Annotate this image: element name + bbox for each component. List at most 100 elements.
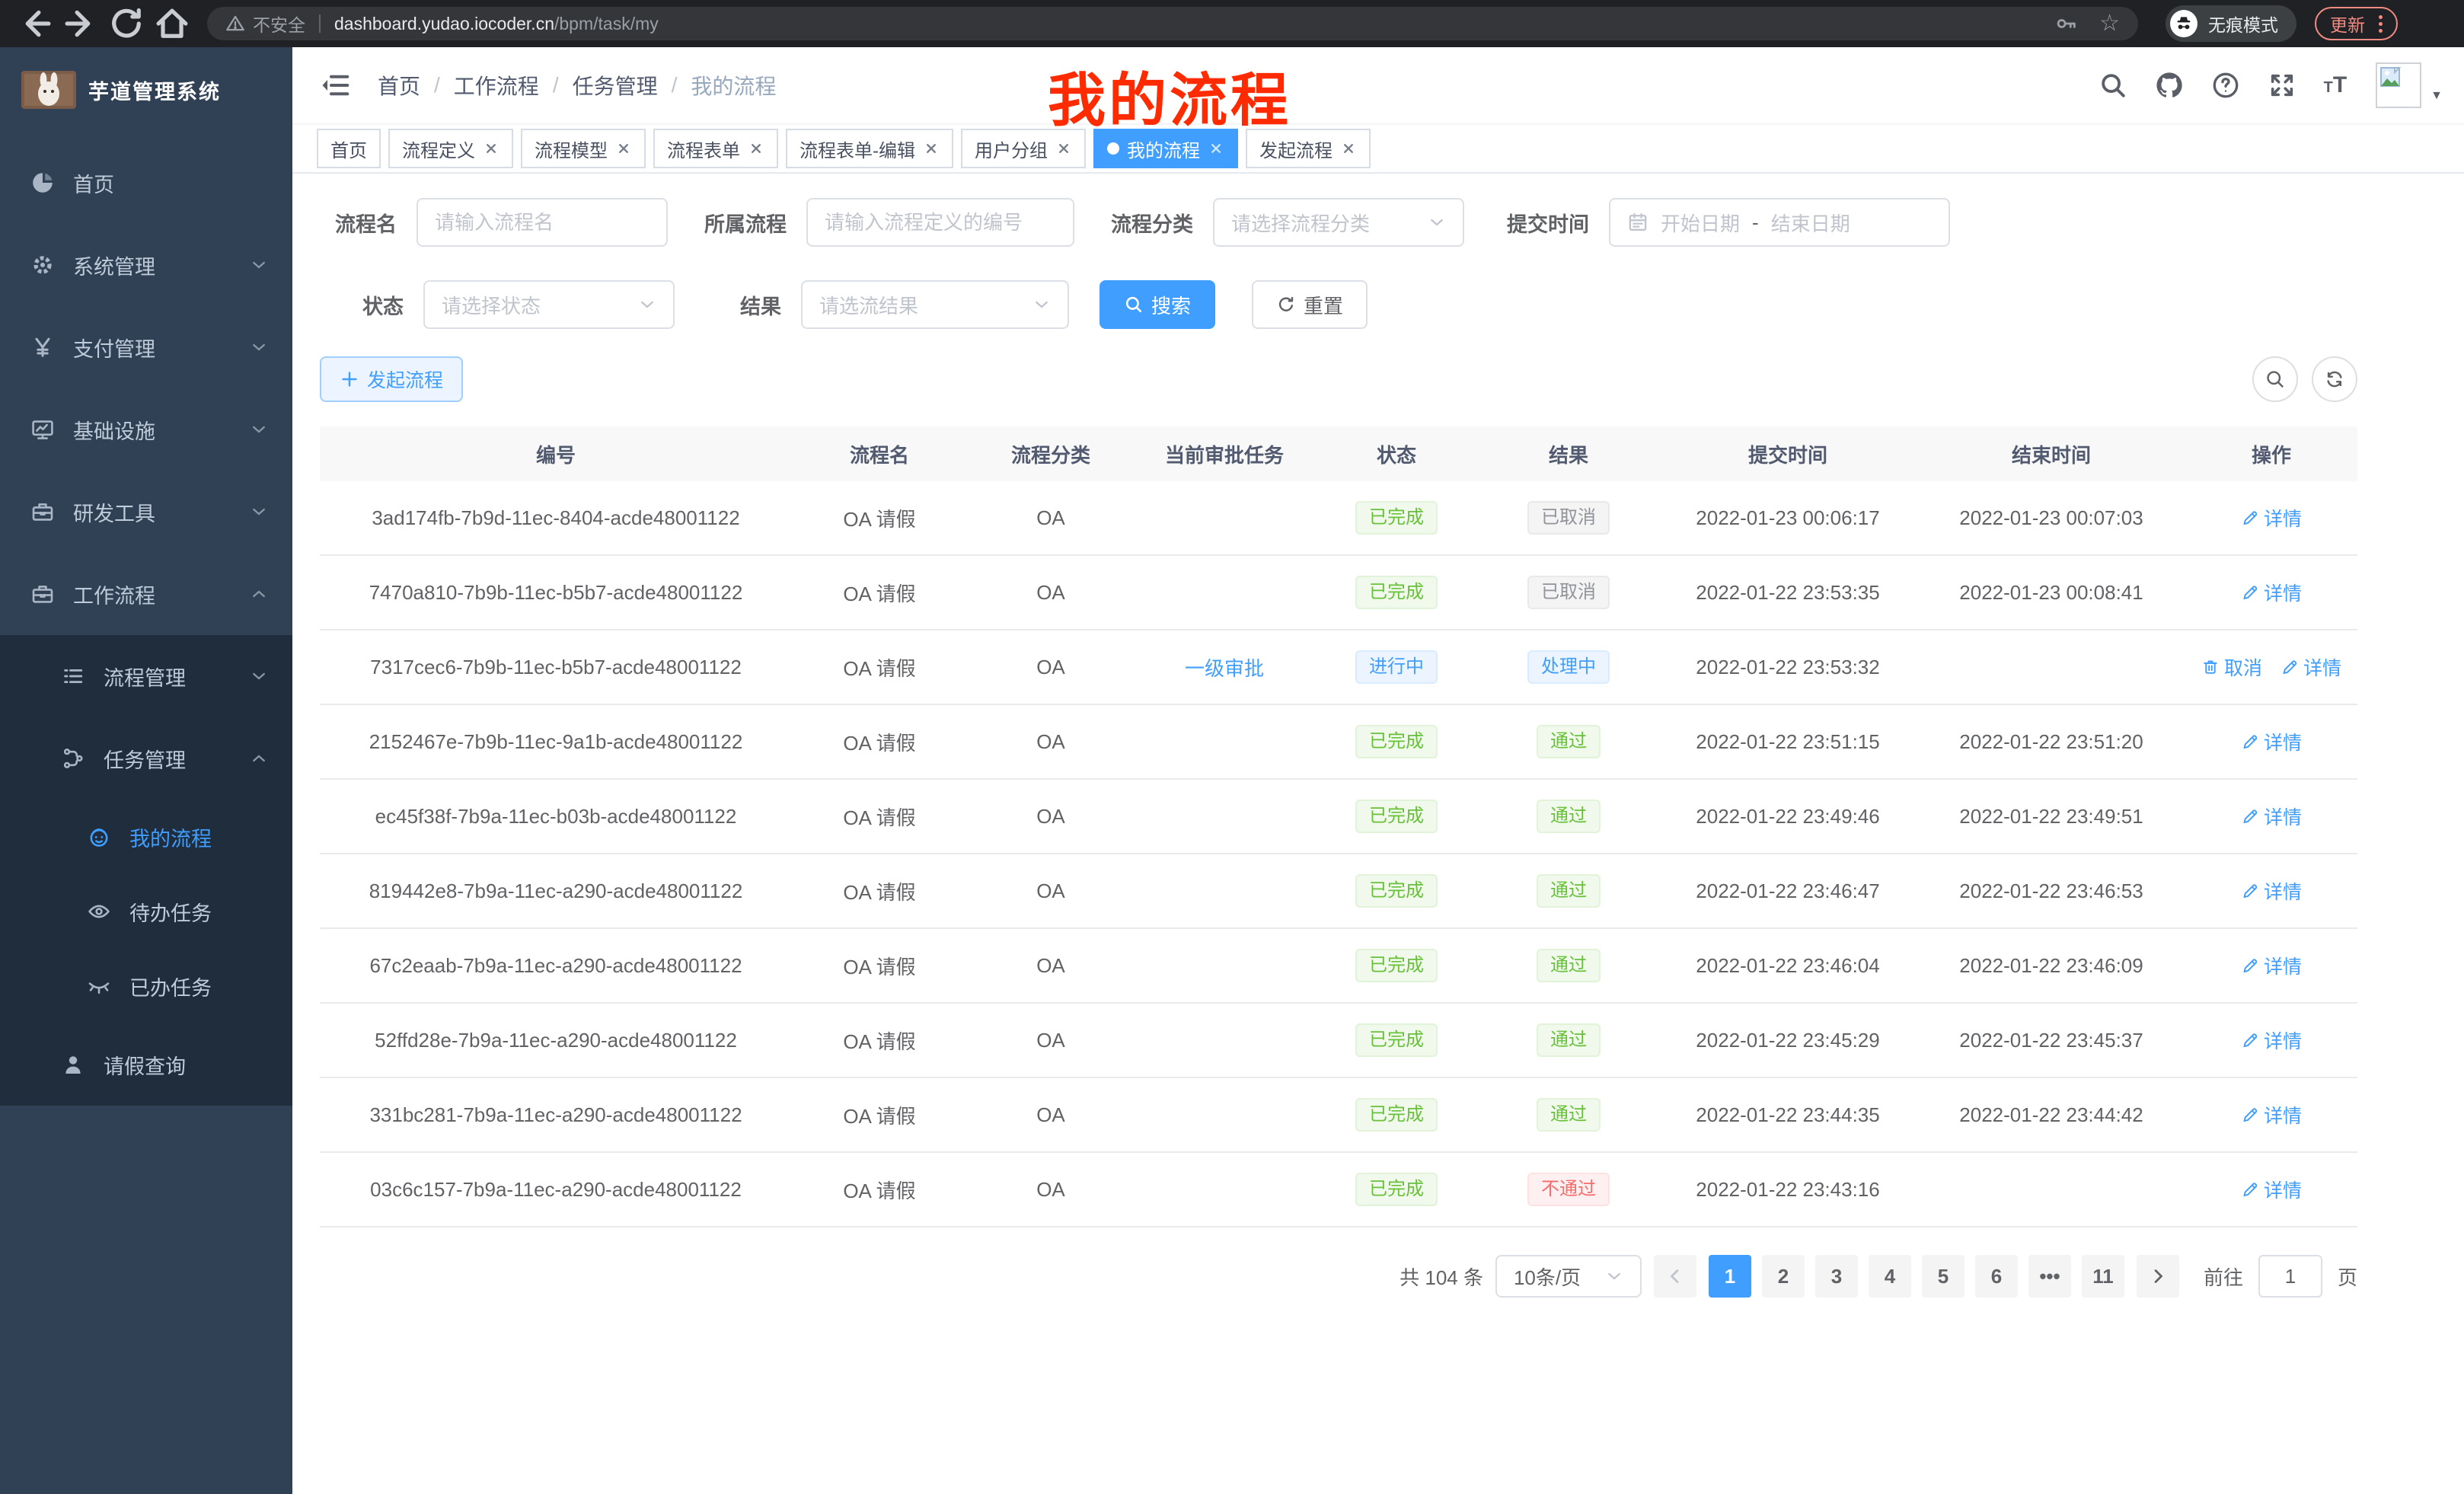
detail-link[interactable]: 详情: [2280, 653, 2341, 681]
sidebar-item-9[interactable]: 待办任务: [0, 874, 292, 949]
pencil: [2241, 882, 2259, 900]
category-select[interactable]: 请选择流程分类: [1213, 198, 1464, 247]
sidebar-item-3[interactable]: 基础设施: [0, 388, 292, 471]
tab-0[interactable]: 首页: [317, 129, 381, 168]
sidebar-item-label: 待办任务: [129, 902, 212, 925]
logo[interactable]: 芋道管理系统: [0, 47, 292, 132]
page-button-6[interactable]: 6: [1974, 1255, 2018, 1298]
close-icon[interactable]: [483, 140, 500, 157]
cancel-link[interactable]: 取消: [2201, 653, 2262, 681]
page-button-3[interactable]: 3: [1814, 1255, 1858, 1298]
start-process-button[interactable]: 发起流程: [320, 356, 464, 402]
detail-link[interactable]: 详情: [2241, 504, 2302, 532]
sidebar-item-4[interactable]: 研发工具: [0, 471, 292, 553]
cell-id: 03c6c157-7b9a-11ec-a290-acde48001122: [370, 1177, 742, 1201]
refresh-table-button[interactable]: [2312, 356, 2357, 402]
avatar-caret-icon[interactable]: ▼: [2430, 89, 2443, 102]
tab-3[interactable]: 流程表单: [653, 129, 778, 168]
process-definition-input[interactable]: [806, 198, 1074, 247]
home-icon[interactable]: [152, 4, 192, 43]
column-header-5: 结果: [1548, 443, 1588, 467]
breadcrumb-item-2[interactable]: 任务管理: [572, 75, 658, 98]
detail-link[interactable]: 详情: [2241, 579, 2302, 606]
toggle-search-button[interactable]: [2252, 356, 2298, 402]
sidebar-item-5[interactable]: 工作流程: [0, 553, 292, 635]
table-header: 编号 流程名 流程分类 当前审批任务 状态 结果 提交时间 结束时间 操作: [320, 426, 2357, 481]
close-icon[interactable]: [748, 140, 764, 157]
update-button[interactable]: 更新: [2315, 7, 2398, 40]
sidebar-item-11[interactable]: 请假查询: [0, 1023, 292, 1106]
prev-page-button[interactable]: [1653, 1255, 1696, 1298]
page-button-4[interactable]: 4: [1868, 1255, 1911, 1298]
avatar[interactable]: [2376, 62, 2422, 108]
process-name-input[interactable]: [417, 198, 668, 247]
detail-link[interactable]: 详情: [2241, 1176, 2302, 1203]
page-button-11[interactable]: 11: [2081, 1255, 2124, 1298]
action-label: 详情: [2303, 658, 2342, 679]
result-select[interactable]: 请选流结果: [801, 280, 1069, 329]
status-select[interactable]: 请选择状态: [423, 280, 675, 329]
browser-menu-icon[interactable]: [2379, 14, 2383, 33]
close-icon[interactable]: [1208, 140, 1224, 157]
cell-id: 331bc281-7b9a-11ec-a290-acde48001122: [369, 1103, 742, 1126]
detail-link[interactable]: 详情: [2241, 877, 2302, 905]
detail-link[interactable]: 详情: [2241, 952, 2302, 979]
detail-link[interactable]: 详情: [2241, 728, 2302, 755]
tab-2[interactable]: 流程模型: [521, 129, 646, 168]
bookmark-star-icon[interactable]: ☆: [2099, 11, 2120, 36]
more-pages-button[interactable]: •••: [2028, 1255, 2071, 1298]
tab-1[interactable]: 流程定义: [388, 129, 513, 168]
sidebar-item-8[interactable]: 我的流程: [0, 800, 292, 874]
cell-current-task[interactable]: 一级审批: [1184, 656, 1264, 680]
close-icon[interactable]: [1340, 140, 1357, 157]
font-size-icon[interactable]: TT: [2323, 72, 2348, 97]
tab-6[interactable]: 我的流程: [1093, 129, 1238, 168]
back-icon[interactable]: [15, 4, 55, 43]
github-icon[interactable]: [2155, 71, 2184, 100]
security-chip[interactable]: 不安全: [225, 11, 305, 37]
search-icon[interactable]: [2099, 71, 2127, 100]
sidebar-item-1[interactable]: 系统管理: [0, 224, 292, 306]
filter-name-label: 流程名: [335, 212, 397, 236]
page-button-5[interactable]: 5: [1921, 1255, 1964, 1298]
cell-id: 2152467e-7b9b-11ec-9a1b-acde48001122: [369, 729, 743, 753]
close-icon[interactable]: [923, 140, 940, 157]
sidebar-item-6[interactable]: 流程管理: [0, 635, 292, 717]
chevron-down-icon: [250, 420, 268, 439]
next-page-button[interactable]: [2136, 1255, 2179, 1298]
reset-button[interactable]: 重置: [1252, 280, 1368, 329]
page-button-2[interactable]: 2: [1761, 1255, 1805, 1298]
sidebar-item-0[interactable]: 首页: [0, 142, 292, 224]
sidebar-item-10[interactable]: 已办任务: [0, 949, 292, 1023]
dashboard-icon: [30, 171, 55, 195]
detail-link[interactable]: 详情: [2241, 1026, 2302, 1054]
sidebar-fold-icon[interactable]: [320, 70, 350, 101]
breadcrumb-item-1[interactable]: 工作流程: [453, 75, 539, 98]
column-header-0: 编号: [535, 443, 576, 467]
cell-name: OA 请假: [843, 656, 916, 680]
detail-link[interactable]: 详情: [2241, 1101, 2302, 1128]
help-icon[interactable]: [2211, 71, 2240, 100]
close-icon[interactable]: [1055, 140, 1072, 157]
sidebar-item-label: 支付管理: [73, 337, 155, 361]
tab-4[interactable]: 流程表单-编辑: [786, 129, 953, 168]
tab-7[interactable]: 发起流程: [1246, 129, 1371, 168]
key-icon[interactable]: [2055, 12, 2078, 35]
cell-name: OA 请假: [843, 731, 916, 755]
submit-time-range-picker[interactable]: 开始日期 - 结束日期: [1609, 198, 1950, 247]
tab-5[interactable]: 用户分组: [961, 129, 1086, 168]
sidebar-item-2[interactable]: 支付管理: [0, 306, 292, 388]
page-button-1[interactable]: 1: [1708, 1255, 1751, 1298]
detail-link[interactable]: 详情: [2241, 803, 2302, 830]
reload-icon[interactable]: [107, 4, 146, 43]
search-button[interactable]: 搜索: [1100, 280, 1216, 329]
goto-page-input[interactable]: [2258, 1255, 2322, 1298]
forward-icon[interactable]: [61, 4, 101, 43]
fullscreen-icon[interactable]: [2268, 71, 2296, 100]
breadcrumb-item-0[interactable]: 首页: [378, 75, 421, 98]
close-icon[interactable]: [615, 140, 632, 157]
url-bar[interactable]: 不安全 dashboard.yudao.iocoder.cn/bpm/task/…: [207, 7, 2138, 40]
page-size-select[interactable]: 10条/页: [1495, 1255, 1642, 1298]
sidebar-item-7[interactable]: 任务管理: [0, 717, 292, 800]
cell-actions: 详情: [2185, 952, 2357, 979]
